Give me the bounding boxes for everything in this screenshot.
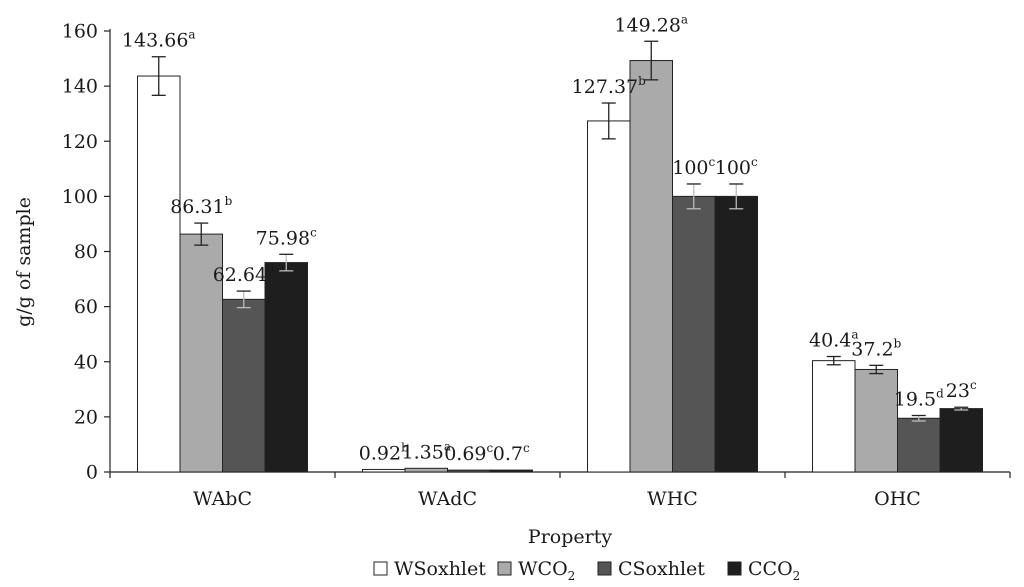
bar (629, 60, 673, 473)
data-label: 0.7c (493, 441, 530, 465)
y-tick-label: 100 (62, 186, 98, 208)
bar (587, 120, 631, 473)
legend-swatch (727, 561, 742, 576)
bar (137, 75, 181, 473)
data-label: 40.4a (809, 328, 858, 352)
y-tick-label: 140 (62, 76, 98, 98)
axes: 0 20 40 60 80 100 120 140 160 WAbC WAdC WHC OHC (62, 21, 1011, 510)
data-label: 86.31b (170, 194, 232, 218)
data-label: 75.98c (256, 225, 317, 249)
legend-swatch (497, 561, 512, 576)
y-axis-title: g/g of sample (13, 197, 35, 327)
bar (812, 360, 856, 473)
bar (714, 195, 758, 473)
data-label: 143.66a (122, 28, 196, 52)
y-tick-label: 160 (62, 21, 98, 43)
data-label: 23c (946, 378, 977, 402)
x-tick-label: WHC (647, 488, 698, 510)
x-tick-label: WAbC (193, 488, 252, 510)
legend-label: CSoxhlet (618, 558, 705, 580)
data-label: 37.2b (851, 336, 901, 360)
bar (179, 233, 223, 473)
x-axis-title: Property (528, 526, 612, 548)
legend-label: CCO2 (748, 558, 800, 583)
y-tick-label: 0 (86, 462, 98, 484)
bar (404, 467, 448, 473)
legend-swatch (597, 561, 612, 576)
x-tick-label: OHC (874, 488, 921, 510)
y-tick-label: 120 (62, 131, 98, 153)
data-labels: 143.66a 86.31b 62.64d 75.98c 0.92b1.35a0.69c… (122, 12, 977, 465)
data-label: 100c (672, 155, 715, 179)
data-label: 100c (715, 155, 758, 179)
legend-label: WSoxhlet (394, 558, 486, 580)
y-tick-label: 80 (74, 241, 98, 263)
data-label: 149.28a (614, 12, 688, 36)
bar (854, 368, 898, 473)
data-label: 19.5d (894, 386, 944, 410)
data-label: 0.92b (359, 440, 409, 464)
legend-swatch (373, 561, 388, 576)
bar (447, 469, 491, 473)
bar (897, 417, 941, 473)
bar (264, 262, 308, 473)
data-label: 0.69c (444, 441, 493, 465)
y-tick-label: 20 (74, 406, 98, 428)
bars (137, 40, 983, 473)
bar (939, 408, 983, 473)
legend-label: WCO2 (518, 558, 575, 583)
bar (489, 469, 533, 473)
data-label: 127.37b (572, 74, 646, 98)
bar (362, 468, 406, 473)
bar (672, 195, 716, 473)
y-tick-label: 40 (74, 351, 98, 373)
legend: WSoxhlet WCO2 CSoxhlet CCO2 (373, 558, 800, 583)
data-label: 1.35a (402, 439, 451, 463)
bar (222, 298, 266, 473)
x-tick-label: WAdC (418, 488, 477, 510)
data-label: 62.64d (213, 262, 275, 286)
y-tick-label: 60 (74, 296, 98, 318)
